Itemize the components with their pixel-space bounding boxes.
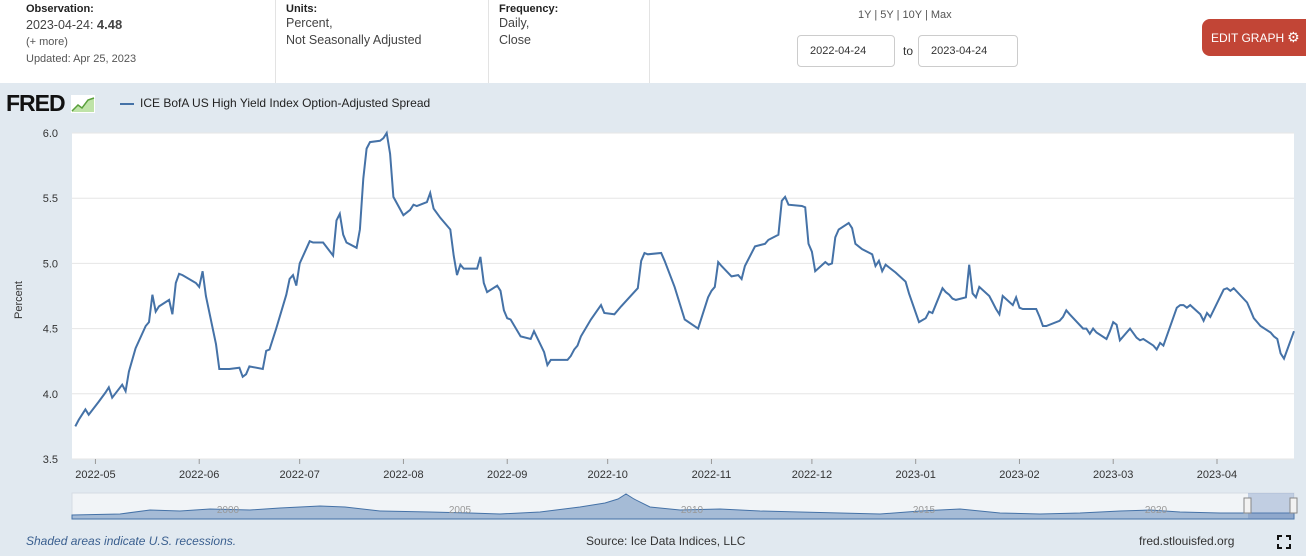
y-tick-label: 5.0 [43,258,58,270]
observation-label: Observation: [26,3,94,15]
date-to-label: to [903,44,914,58]
frequency-panel: Frequency: Daily, Close [488,0,650,83]
units-line2: Not Seasonally Adjusted [286,33,422,47]
frequency-line2: Close [499,33,531,47]
x-tick-label: 2022-05 [75,469,115,481]
fred-logo-text: FRED [6,90,66,116]
edit-graph-label: EDIT GRAPH [1211,31,1285,45]
legend: ICE BofA US High Yield Index Option-Adju… [120,96,430,110]
y-tick-label: 5.5 [43,193,58,205]
range-5y[interactable]: 5Y [880,9,894,21]
navigator-series [71,493,1295,520]
navigator-year-2000: 2000 [217,505,240,516]
legend-label: ICE BofA US High Yield Index Option-Adju… [140,96,431,110]
range-selector: 1Y | 5Y | 10Y | Max [858,9,952,21]
navigator-year-2020: 2020 [1145,505,1168,516]
site-link[interactable]: fred.stlouisfed.org [1139,534,1235,548]
units-line1: Percent, [286,16,333,30]
x-tick-label: 2023-01 [895,469,935,481]
start-date-input[interactable]: 2022-04-24 [797,35,895,67]
range-sep: | [924,9,928,21]
navigator[interactable]: 2000 2005 2010 2015 2020 [71,492,1298,520]
end-date-input[interactable]: 2023-04-24 [918,35,1018,67]
frequency-line1: Daily, [499,16,530,30]
observation-value: 4.48 [96,17,123,32]
x-tick-label: 2023-03 [1093,469,1133,481]
units-panel: Units: Percent, Not Seasonally Adjusted [275,0,489,83]
gear-icon: ⚙ [1287,29,1300,45]
range-sep: | [874,9,878,21]
y-axis-label: Percent [13,281,25,319]
navigator-year-2005: 2005 [449,505,472,516]
chart-icon [71,95,96,113]
navigator-handle-left[interactable] [1243,497,1252,514]
range-10y[interactable]: 10Y [902,9,922,21]
y-tick-label: 4.5 [43,324,58,336]
source-text: Source: Ice Data Indices, LLC [586,534,746,548]
observation-panel: Observation: 2023-04-24: 4.48 (+ more) U… [0,0,276,83]
recession-note: Shaded areas indicate U.S. recessions. [26,534,237,548]
y-tick-label: 3.5 [43,454,58,466]
navigator-year-2015: 2015 [913,505,936,516]
legend-swatch [120,102,134,105]
range-max[interactable]: Max [930,9,952,21]
x-tick-label: 2023-02 [999,469,1039,481]
units-label: Units: [286,3,318,15]
y-tick-label: 4.0 [43,389,58,401]
plot-area [72,133,1294,459]
range-1y[interactable]: 1Y [858,9,872,21]
fred-logo[interactable]: FRED [6,90,96,117]
x-tick-label: 2023-04 [1197,469,1237,481]
x-tick-label: 2022-06 [179,469,219,481]
navigator-year-2010: 2010 [681,505,704,516]
x-tick-label: 2022-07 [279,469,319,481]
header-bar: Observation: 2023-04-24: 4.48 (+ more) U… [0,0,1306,83]
navigator-handle-right[interactable] [1289,497,1298,514]
x-tick-label: 2022-11 [692,469,732,481]
more-link[interactable]: (+ more) [26,36,68,48]
observation-date: 2023-04-24: [26,18,94,32]
updated-text: Updated: Apr 25, 2023 [26,53,137,65]
x-tick-label: 2022-08 [383,469,423,481]
x-tick-label: 2022-12 [792,469,832,481]
frequency-label: Frequency: [499,3,559,15]
x-tick-label: 2022-10 [587,469,627,481]
chart: Percent 3.5 4.0 4.5 5.0 5.5 6.0 2022-05 2022-0… [13,128,1298,520]
range-sep: | [896,9,900,21]
series-line [74,130,1295,427]
x-tick-label: 2022-09 [487,469,527,481]
edit-graph-button[interactable]: EDIT GRAPH ⚙ [1202,19,1306,56]
navigator-selection[interactable] [1248,493,1294,519]
y-tick-label: 6.0 [43,128,58,140]
fullscreen-icon[interactable] [1277,535,1291,549]
